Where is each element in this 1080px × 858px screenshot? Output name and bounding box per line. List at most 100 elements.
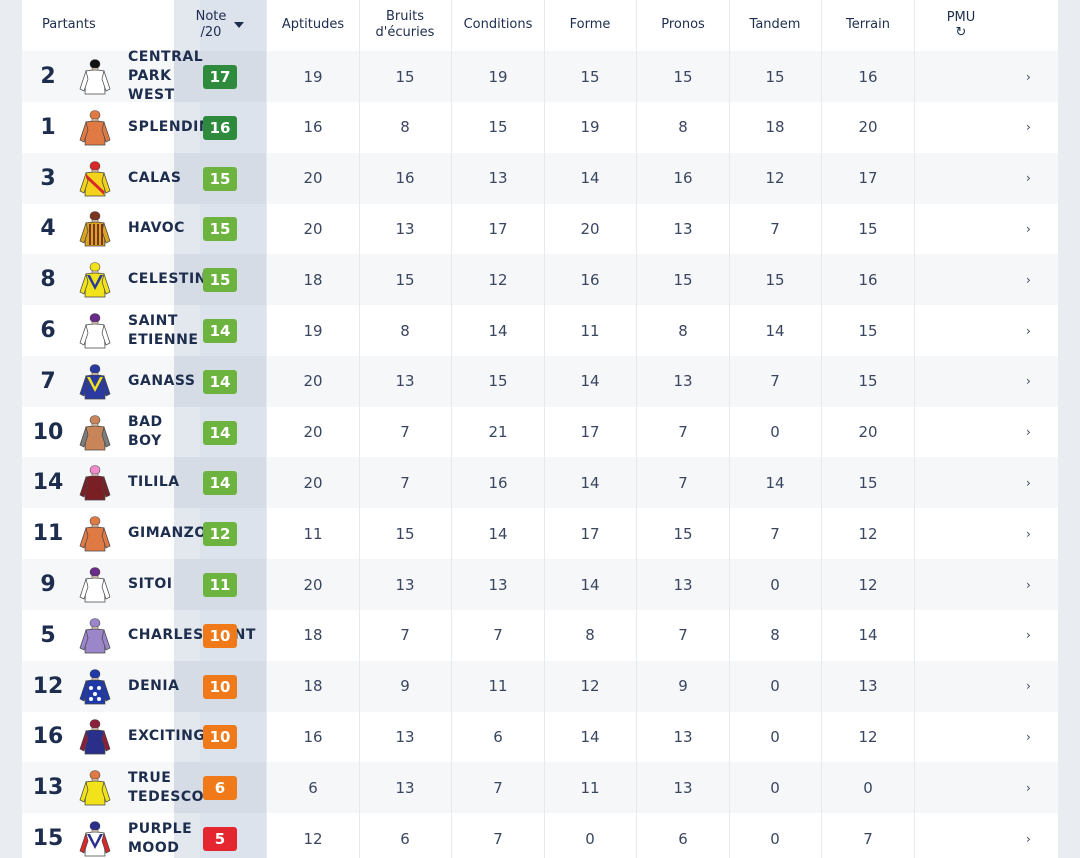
horse-name[interactable]: TRUE TEDESCO: [128, 769, 205, 805]
header-pmu-label: PMU: [946, 10, 976, 25]
header-forme[interactable]: Forme: [545, 0, 635, 50]
conditions-value: 11: [488, 677, 508, 696]
terrain-value: 7: [863, 829, 873, 848]
conditions-value: 6: [493, 727, 503, 746]
chevron-right-icon[interactable]: ›: [1026, 323, 1031, 338]
pronos-value: 13: [673, 575, 693, 594]
terrain-value: 12: [858, 524, 878, 543]
pronos-value: 7: [678, 473, 688, 492]
table-row[interactable]: 5 CHARLESQUINT 10 18 7 7 8 7 8 14 ›: [22, 610, 1058, 661]
jockey-silk-icon: [78, 668, 112, 705]
table-row[interactable]: 15 PURPLE MOOD 5 12 6 7 0 6 0 7 ›: [22, 813, 1058, 858]
chevron-right-icon[interactable]: ›: [1026, 425, 1031, 440]
horse-number: 8: [40, 267, 56, 293]
chevron-right-icon[interactable]: ›: [1026, 272, 1031, 287]
tandem-value: 15: [765, 270, 785, 289]
chevron-right-icon[interactable]: ›: [1026, 729, 1031, 744]
table-row[interactable]: 8 CELESTIN 15 18 15 12 16 15 15 16 ›: [22, 254, 1058, 306]
forme-value: 14: [580, 372, 600, 391]
chevron-right-icon[interactable]: ›: [1026, 221, 1031, 236]
pronos-value: 8: [678, 118, 688, 137]
header-pronos[interactable]: Pronos: [638, 0, 728, 50]
chevron-right-icon[interactable]: ›: [1026, 831, 1031, 846]
table-row[interactable]: 1 SPLENDIN 16 16 8 15 19 8 18 20 ›: [22, 102, 1058, 153]
jockey-silk-icon: [78, 465, 112, 501]
header-partants[interactable]: Partants: [42, 0, 96, 50]
chevron-right-icon[interactable]: ›: [1026, 780, 1031, 795]
horse-name[interactable]: CELESTIN: [128, 271, 207, 288]
header-note-sort[interactable]: Note /20: [174, 0, 266, 50]
conditions-value: 14: [488, 321, 508, 340]
table-row[interactable]: 7 GANASS 14 20 13 15 14 13 7 15 ›: [22, 355, 1058, 407]
table-row[interactable]: 10 BAD BOY 14 20 7 21 17 7 0 20 ›: [22, 407, 1058, 458]
aptitudes-value: 16: [303, 727, 323, 746]
tandem-value: 14: [765, 473, 785, 492]
header-aptitudes[interactable]: Aptitudes: [268, 0, 358, 50]
chevron-right-icon[interactable]: ›: [1026, 628, 1031, 643]
horse-name[interactable]: CENTRAL PARK WEST: [128, 49, 204, 103]
table-row[interactable]: 14 TILILA 14 20 7 16 14 7 14 15 ›: [22, 457, 1058, 509]
forme-value: 12: [580, 677, 600, 696]
table-row[interactable]: 12 DENIA 10 18 9 11 12 9 0 13 ›: [22, 660, 1058, 712]
header-forme-label: Forme: [569, 17, 611, 32]
header-tandem[interactable]: Tandem: [730, 0, 820, 50]
header-conditions[interactable]: Conditions: [453, 0, 543, 50]
header-pronos-label: Pronos: [661, 17, 705, 32]
chevron-right-icon[interactable]: ›: [1026, 120, 1031, 135]
horse-name[interactable]: BAD BOY: [128, 414, 163, 450]
horse-name[interactable]: HAVOC: [128, 220, 185, 237]
terrain-value: 12: [858, 727, 878, 746]
divider: [266, 0, 267, 858]
horse-number: 15: [32, 826, 64, 851]
table-row[interactable]: 4 HAVOC 15 20 13 17 20 13 7 15 ›: [22, 203, 1058, 254]
jockey-silk-icon: [78, 719, 112, 755]
bruits-value: 13: [395, 219, 415, 238]
horse-name[interactable]: TILILA: [128, 474, 180, 491]
horse-name[interactable]: SPLENDIN: [128, 118, 212, 135]
horse-number: 3: [40, 165, 56, 191]
table-row[interactable]: 16 EXCITING 10 16 13 6 14 13 0 12 ›: [22, 711, 1058, 762]
terrain-value: 0: [863, 778, 873, 797]
horse-number: 16: [32, 724, 64, 750]
jockey-silk-icon: [78, 617, 112, 654]
chevron-right-icon[interactable]: ›: [1026, 69, 1031, 84]
chevron-right-icon[interactable]: ›: [1026, 526, 1031, 541]
aptitudes-value: 19: [303, 67, 323, 86]
chevron-right-icon[interactable]: ›: [1026, 475, 1031, 490]
horse-name[interactable]: GIMANZOR: [128, 525, 219, 542]
forme-value: 20: [580, 219, 600, 238]
header-terrain[interactable]: Terrain: [823, 0, 913, 50]
terrain-value: 15: [858, 372, 878, 391]
chevron-right-icon[interactable]: ›: [1026, 679, 1031, 694]
chevron-right-icon[interactable]: ›: [1026, 171, 1031, 186]
table-row[interactable]: 2 CENTRAL PARK WEST 17 19 15 19 15 15 15 16 ›: [22, 49, 1058, 103]
table-row[interactable]: 11 GIMANZOR 12 11 15 14 17 15 7 12 ›: [22, 508, 1058, 559]
horse-name[interactable]: PURPLE MOOD: [128, 820, 193, 856]
horse-name[interactable]: DENIA: [128, 677, 180, 694]
chevron-right-icon[interactable]: ›: [1026, 374, 1031, 389]
header-partants-label: Partants: [42, 17, 96, 32]
horse-name[interactable]: GANASS: [128, 372, 196, 389]
terrain-value: 13: [858, 677, 878, 696]
table-row[interactable]: 3 CALAS 15 20 16 13 14 16 12 17 ›: [22, 152, 1058, 204]
header-bruits[interactable]: Bruits d'écuries: [360, 0, 450, 50]
horse-name[interactable]: CALAS: [128, 169, 182, 186]
horse-name[interactable]: SAINT ETIENNE: [128, 312, 199, 348]
header-aptitudes-label: Aptitudes: [281, 17, 345, 32]
refresh-icon[interactable]: ↻: [955, 25, 967, 40]
table-row[interactable]: 13 TRUE TEDESCO 6 6 13 7 11 13 0 0 ›: [22, 762, 1058, 814]
horse-name[interactable]: SITOI: [128, 576, 173, 592]
aptitudes-value: 12: [303, 829, 323, 848]
bruits-value: 13: [395, 727, 415, 746]
conditions-value: 13: [488, 575, 508, 594]
chevron-right-icon[interactable]: ›: [1026, 577, 1031, 592]
conditions-value: 14: [488, 524, 508, 543]
header-pmu[interactable]: PMU ↻: [915, 0, 1007, 50]
table-row[interactable]: 9 SITOI 11 20 13 13 14 13 0 12 ›: [22, 559, 1058, 610]
divider: [821, 0, 822, 858]
horse-name[interactable]: EXCITING: [128, 728, 206, 745]
aptitudes-value: 20: [303, 219, 323, 238]
table-row[interactable]: 6 SAINT ETIENNE 14 19 8 14 11 8 14 15 ›: [22, 305, 1058, 356]
horse-number: 9: [40, 572, 56, 597]
pronos-value: 15: [673, 67, 693, 86]
